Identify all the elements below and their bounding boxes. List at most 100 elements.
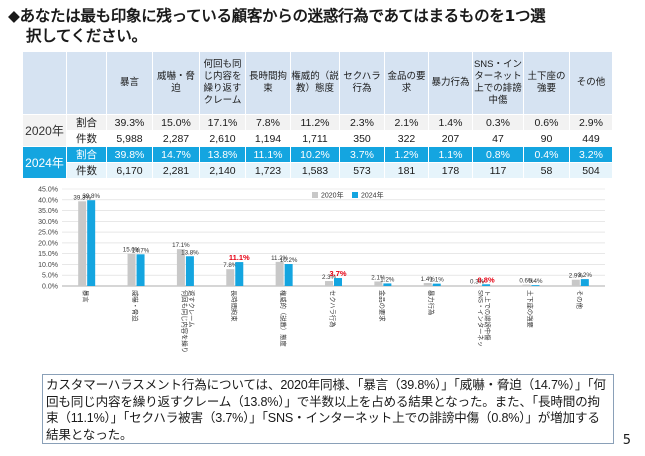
header-cell: 権威的（説教）態度 [290,51,340,115]
table-cell: 10.2% [290,146,340,163]
y-tick-label: 35.0% [38,208,58,215]
data-label: 7.8% [223,262,238,269]
y-tick-label: 45.0% [38,187,58,194]
bar-2020 [571,279,580,286]
legend-swatch-2020 [312,192,318,198]
bar-2020 [423,282,432,286]
table-cell: 2.3% [339,114,385,131]
bar-2020 [275,261,284,286]
bar-2024 [383,283,392,286]
bar-2020 [226,269,235,286]
title-line-2: 択してください。 [26,27,147,45]
table-cell: 2,140 [199,162,246,179]
category-label-line: 権威的（説教）態度 [279,290,288,347]
bar-2024 [334,278,342,286]
table-cell: 2.1% [384,114,429,131]
table-header-row: 暴言 威嚇・脅迫 何回も同じ内容を繰り返すクレーム 長時間拘束 権威的（説教）態… [22,51,613,115]
data-label: 1.1% [430,277,445,284]
data-label: 14.7% [132,247,150,254]
bar-2024 [185,256,194,286]
table-cell: 15.0% [152,114,200,131]
legend-swatch-2024 [352,192,358,198]
bar-2024 [432,283,441,286]
table-cell: 17.1% [199,114,246,131]
bar-2020 [374,281,383,286]
category-label-line: 何回も同じ内容を繰り [180,290,189,353]
header-cell: 土下座の強要 [523,51,570,115]
year-cell-2024: 2024年 [22,146,67,179]
table-cell: 1.4% [428,114,473,131]
table-row-2024-pct: 2024年 割合 39.8% 14.7% 13.8% 11.1% 10.2% 3… [22,146,613,179]
y-tick-label: 10.0% [38,262,58,269]
category-label: 金品の要求 [378,290,387,322]
bar-2024 [531,285,540,286]
table-cell: 207 [428,130,473,147]
table-cell: 0.6% [523,114,570,131]
header-blank [66,51,107,115]
table-cell: 1.2% [384,146,429,163]
data-label: 2.3% [322,274,337,281]
y-tick-label: 30.0% [38,219,58,226]
table-cell: 181 [384,162,429,179]
legend-label: 2020年 [321,191,344,200]
summary-table: 暴言 威嚇・脅迫 何回も同じ内容を繰り返すクレーム 長時間拘束 権威的（説教）態… [22,51,613,179]
data-label: 0.4% [528,278,543,285]
bar-2024 [284,264,293,286]
category-label-line: ト上での誹謗中傷 [484,290,493,341]
bar-2020 [325,281,333,286]
table-cell: 1.1% [428,146,473,163]
header-cell: 暴力行為 [428,51,473,115]
data-label: 39.3% [73,194,91,201]
row-label: 件数 [66,162,107,179]
table-cell: 117 [472,162,524,179]
table-cell: 322 [384,130,429,147]
data-label: 17.1% [172,242,190,249]
category-label-line: 長時間拘束 [230,290,239,322]
table-cell: 13.8% [199,146,246,163]
table-cell: 1,711 [290,130,340,147]
data-label: 15.0% [123,247,141,254]
header-cell: SNS・インターネット上での誹謗中傷 [472,51,524,115]
category-label-line: 返すクレーム [187,290,195,327]
category-label: 暴言 [82,290,91,303]
category-label: その他 [575,290,584,310]
table-cell: 2,287 [152,130,200,147]
header-cell: その他 [569,51,613,115]
y-tick-label: 20.0% [38,240,58,247]
data-label: 0.3% [470,278,485,285]
bar-2020 [522,284,531,286]
table-cell: 11.1% [245,146,291,163]
legend-label: 2024年 [361,191,384,200]
category-label: 暴力行為 [427,290,436,315]
category-label: 長時間拘束 [230,290,239,322]
bar-2024 [136,254,145,286]
category-label: 威嚇・脅迫 [131,290,140,322]
bar-2024 [482,284,491,286]
table-cell: 58 [523,162,570,179]
table-cell: 47 [472,130,524,147]
table-cell: 6,170 [106,162,153,179]
data-label: 39.8% [82,193,100,200]
table-cell: 7.8% [245,114,291,131]
category-label-line: その他 [575,290,584,310]
category-label: SNS・インターネット上での誹謗中傷 [477,290,493,347]
category-label-line: 金品の要求 [378,290,387,322]
table-cell: 14.7% [152,146,200,163]
table-cell: 2,281 [152,162,200,179]
table-cell: 11.2% [290,114,340,131]
header-cell: 威嚇・脅迫 [152,51,200,115]
slide-title: ◆あなたは最も印象に残っている顧客からの迷惑行為であてはまるものを1つ選 択して… [8,6,608,46]
data-label: 3.7% [329,269,346,278]
bar-2020 [176,249,185,286]
row-label: 件数 [66,130,107,147]
table-cell: 1,194 [245,130,291,147]
table-cell: 0.8% [472,146,524,163]
table-cell: 1,583 [290,162,340,179]
header-cell: 何回も同じ内容を繰り返すクレーム [199,51,246,115]
category-label: 権威的（説教）態度 [279,290,288,347]
table-cell: 1,723 [245,162,291,179]
table-row-2024-count: 件数 6,170 2,281 2,140 1,723 1,583 573 181… [23,162,613,179]
data-label: 3.2% [578,272,593,279]
table-row-2020-count: 件数 5,988 2,287 2,610 1,194 1,711 350 322… [23,130,613,147]
data-label: 10.2% [280,257,298,264]
